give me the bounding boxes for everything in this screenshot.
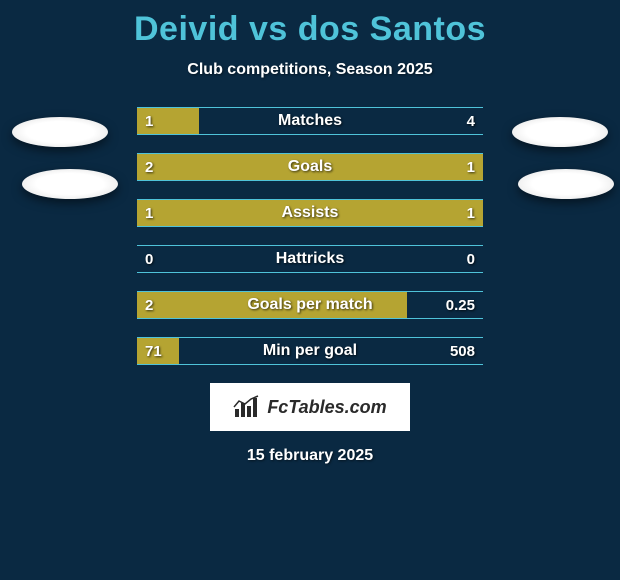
stat-label: Hattricks bbox=[137, 246, 483, 272]
stat-row: 11Assists bbox=[137, 199, 483, 227]
snapshot-date: 15 february 2025 bbox=[0, 447, 620, 465]
comparison-title: Deivid vs dos Santos bbox=[0, 0, 620, 49]
team-badge-left-1 bbox=[12, 117, 108, 147]
stat-row: 71508Min per goal bbox=[137, 337, 483, 365]
stat-label: Goals per match bbox=[137, 292, 483, 318]
stat-row: 21Goals bbox=[137, 153, 483, 181]
logo-text: FcTables.com bbox=[267, 397, 386, 418]
fctables-logo: FcTables.com bbox=[210, 383, 410, 431]
comparison-subtitle: Club competitions, Season 2025 bbox=[0, 61, 620, 79]
stat-label: Goals bbox=[137, 154, 483, 180]
team-badge-right-2 bbox=[518, 169, 614, 199]
stat-row: 00Hattricks bbox=[137, 245, 483, 273]
stat-row: 20.25Goals per match bbox=[137, 291, 483, 319]
stat-label: Matches bbox=[137, 108, 483, 134]
stat-label: Assists bbox=[137, 200, 483, 226]
team-badge-right-1 bbox=[512, 117, 608, 147]
bar-chart-icon bbox=[233, 395, 261, 419]
stat-label: Min per goal bbox=[137, 338, 483, 364]
stat-row: 14Matches bbox=[137, 107, 483, 135]
team-badge-left-2 bbox=[22, 169, 118, 199]
comparison-bars: 14Matches 21Goals 11Assists 00Hattricks 20.2… bbox=[137, 107, 483, 365]
comparison-layout: 14Matches 21Goals 11Assists 00Hattricks 20.2… bbox=[0, 107, 620, 365]
